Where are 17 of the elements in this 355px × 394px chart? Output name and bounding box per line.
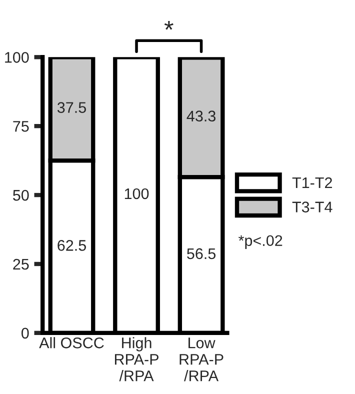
y-tick-label: 25: [13, 258, 29, 270]
data-label: 37.5: [57, 102, 86, 113]
legend-label: T3-T4: [292, 202, 332, 212]
text: *p<.02: [238, 235, 282, 250]
data-label: 100: [124, 188, 149, 200]
x-tick-label: All OSCC: [39, 337, 104, 348]
data-label: 43.3: [186, 110, 216, 122]
x-tick-label: High RPA-P /RPA: [114, 337, 158, 382]
y-tick-label: 50: [13, 190, 29, 201]
legend-label: T1-T2: [292, 177, 332, 188]
data-label: 62.5: [58, 240, 86, 251]
data-label: 56.5: [187, 248, 216, 260]
y-tick-label: 0: [22, 328, 29, 339]
y-tick-label: 100: [5, 52, 29, 63]
text: *: [164, 20, 174, 30]
y-tick-label: 75: [13, 121, 29, 132]
x-tick-label: Low RPA-P /RPA: [180, 338, 224, 382]
